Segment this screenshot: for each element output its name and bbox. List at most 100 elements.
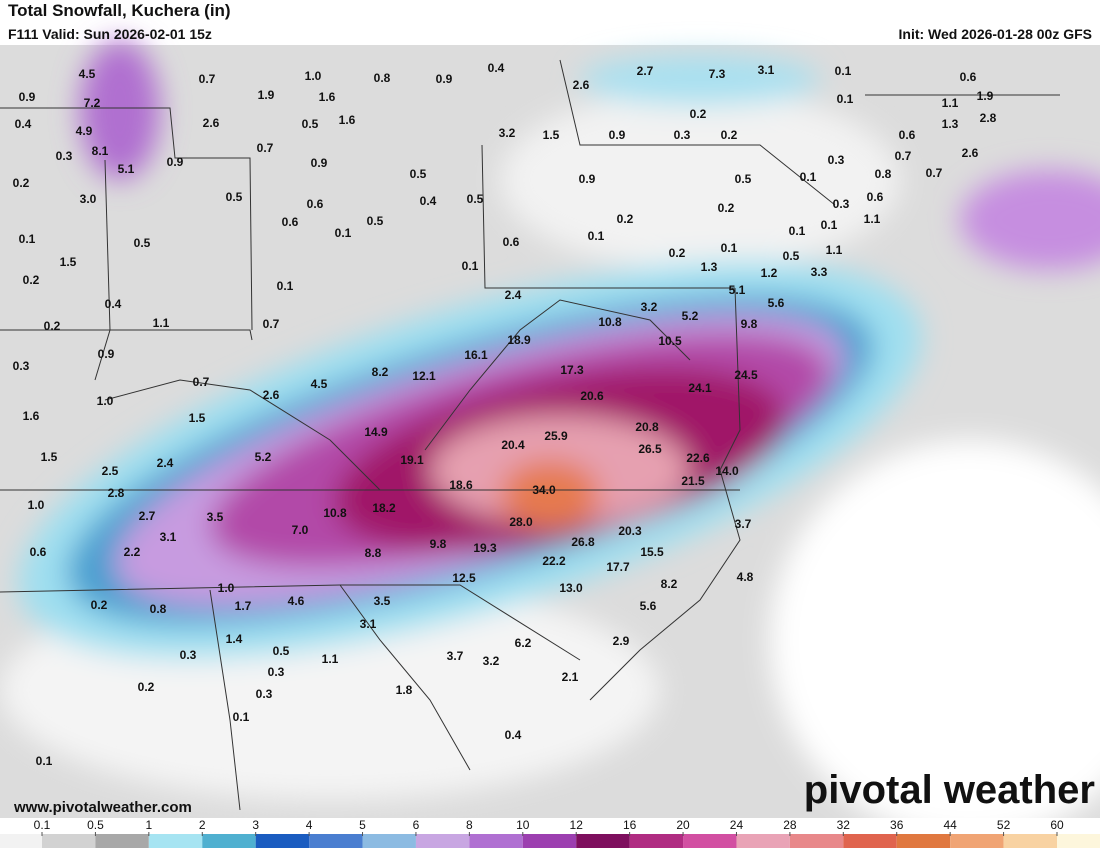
snowfall-label: 0.5 xyxy=(467,192,484,206)
logo: pivotal weather xyxy=(804,768,1095,812)
snowfall-label: 28.0 xyxy=(509,515,533,529)
snowfall-label: 0.6 xyxy=(503,235,520,249)
map-shading xyxy=(0,40,1100,840)
snowfall-label: 0.1 xyxy=(462,259,479,273)
snowfall-label: 0.1 xyxy=(588,229,605,243)
snowfall-label: 0.1 xyxy=(835,64,852,78)
colorbar-label: 3 xyxy=(252,818,259,832)
snowfall-label: 0.8 xyxy=(374,71,391,85)
valid-time: F111 Valid: Sun 2026-02-01 15z xyxy=(8,26,212,42)
colorbar-swatch xyxy=(950,834,1004,848)
snowfall-label: 10.8 xyxy=(323,506,347,520)
colorbar-label: 60 xyxy=(1050,818,1064,832)
snowfall-label: 3.2 xyxy=(483,654,500,668)
snowfall-label: 1.7 xyxy=(235,599,252,613)
snowfall-label: 4.5 xyxy=(79,67,96,81)
snowfall-label: 0.1 xyxy=(233,710,250,724)
snowfall-label: 0.1 xyxy=(821,218,838,232)
snowfall-label: 18.6 xyxy=(449,478,473,492)
snowfall-label: 1.9 xyxy=(977,89,994,103)
snowfall-label: 5.2 xyxy=(682,309,699,323)
snowfall-label: 0.7 xyxy=(895,149,912,163)
snowfall-label: 12.1 xyxy=(412,369,436,383)
snowfall-label: 0.7 xyxy=(926,166,943,180)
snowfall-label: 0.4 xyxy=(505,728,522,742)
colorbar-swatch xyxy=(843,834,897,848)
snowfall-label: 0.4 xyxy=(105,297,122,311)
snowfall-label: 2.4 xyxy=(157,456,174,470)
snowfall-label: 1.2 xyxy=(761,266,778,280)
snowfall-label: 1.0 xyxy=(28,498,45,512)
snowfall-label: 0.1 xyxy=(789,224,806,238)
snowfall-label: 0.5 xyxy=(367,214,384,228)
colorbar-label: 4 xyxy=(306,818,313,832)
snowfall-label: 1.5 xyxy=(543,128,560,142)
snowfall-label: 3.0 xyxy=(80,192,97,206)
snowfall-label: 0.6 xyxy=(307,197,324,211)
snowfall-label: 4.5 xyxy=(311,377,328,391)
snowfall-label: 12.5 xyxy=(452,571,476,585)
snowfall-label: 14.9 xyxy=(364,425,388,439)
snowfall-label: 0.7 xyxy=(263,317,280,331)
snowfall-label: 1.5 xyxy=(41,450,58,464)
snowfall-label: 20.6 xyxy=(580,389,604,403)
colorbar-label: 20 xyxy=(676,818,690,832)
snowfall-label: 0.6 xyxy=(282,215,299,229)
colorbar-label: 32 xyxy=(837,818,851,832)
snowfall-label: 2.8 xyxy=(980,111,997,125)
colorbar-swatch xyxy=(736,834,790,848)
colorbar-label: 0.1 xyxy=(34,818,51,832)
snowfall-label: 1.6 xyxy=(23,409,40,423)
snowfall-label: 2.6 xyxy=(263,388,280,402)
snowfall-label: 2.4 xyxy=(505,288,522,302)
snowfall-label: 7.0 xyxy=(292,523,309,537)
snowfall-label: 9.8 xyxy=(430,537,447,551)
snowfall-label: 5.2 xyxy=(255,450,272,464)
snowfall-label: 5.6 xyxy=(768,296,785,310)
snowfall-label: 24.5 xyxy=(734,368,758,382)
snowfall-label: 0.9 xyxy=(311,156,328,170)
snowfall-label: 0.5 xyxy=(302,117,319,131)
snowfall-label: 8.1 xyxy=(92,144,109,158)
snowfall-label: 0.7 xyxy=(257,141,274,155)
snowfall-label: 5.6 xyxy=(640,599,657,613)
snowfall-label: 2.6 xyxy=(573,78,590,92)
snowfall-label: 15.5 xyxy=(640,545,664,559)
snowfall-label: 26.5 xyxy=(638,442,662,456)
colorbar-swatch xyxy=(683,834,737,848)
snowfall-label: 1.1 xyxy=(826,243,843,257)
snowfall-label: 0.6 xyxy=(30,545,47,559)
colorbar-label: 36 xyxy=(890,818,904,832)
snowfall-label: 21.5 xyxy=(681,474,705,488)
snowfall-label: 16.1 xyxy=(464,348,488,362)
colorbar-swatch xyxy=(469,834,523,848)
snowfall-label: 1.0 xyxy=(218,581,235,595)
snowfall-label: 19.3 xyxy=(473,541,497,555)
colorbar-swatch xyxy=(1057,834,1100,848)
snowfall-label: 3.5 xyxy=(207,510,224,524)
snowfall-label: 1.1 xyxy=(153,316,170,330)
snowfall-label: 2.2 xyxy=(124,545,141,559)
snowfall-label: 0.9 xyxy=(609,128,626,142)
colorbar-swatch xyxy=(255,834,310,848)
snowfall-label: 18.2 xyxy=(372,501,396,515)
snowfall-label: 0.8 xyxy=(875,167,892,181)
snowfall-label: 0.1 xyxy=(335,226,352,240)
colorbar-swatch xyxy=(629,834,684,848)
snowfall-label: 1.3 xyxy=(701,260,718,274)
snowfall-label: 0.9 xyxy=(98,347,115,361)
snowfall-label: 1.1 xyxy=(864,212,881,226)
snowfall-label: 3.1 xyxy=(360,617,377,631)
map-title: Total Snowfall, Kuchera (in) xyxy=(8,1,231,20)
snowfall-label: 0.4 xyxy=(15,117,32,131)
colorbar-label: 52 xyxy=(997,818,1011,832)
snowfall-label: 0.9 xyxy=(436,72,453,86)
snowfall-label: 0.1 xyxy=(837,92,854,106)
colorbar-swatch xyxy=(896,834,951,848)
colorbar-swatch xyxy=(42,834,96,848)
colorbar-swatch xyxy=(148,834,203,848)
snowfall-label: 0.1 xyxy=(800,170,817,184)
snowfall-label: 0.1 xyxy=(721,241,738,255)
snowfall-label: 0.2 xyxy=(690,107,707,121)
snowfall-label: 1.6 xyxy=(319,90,336,104)
